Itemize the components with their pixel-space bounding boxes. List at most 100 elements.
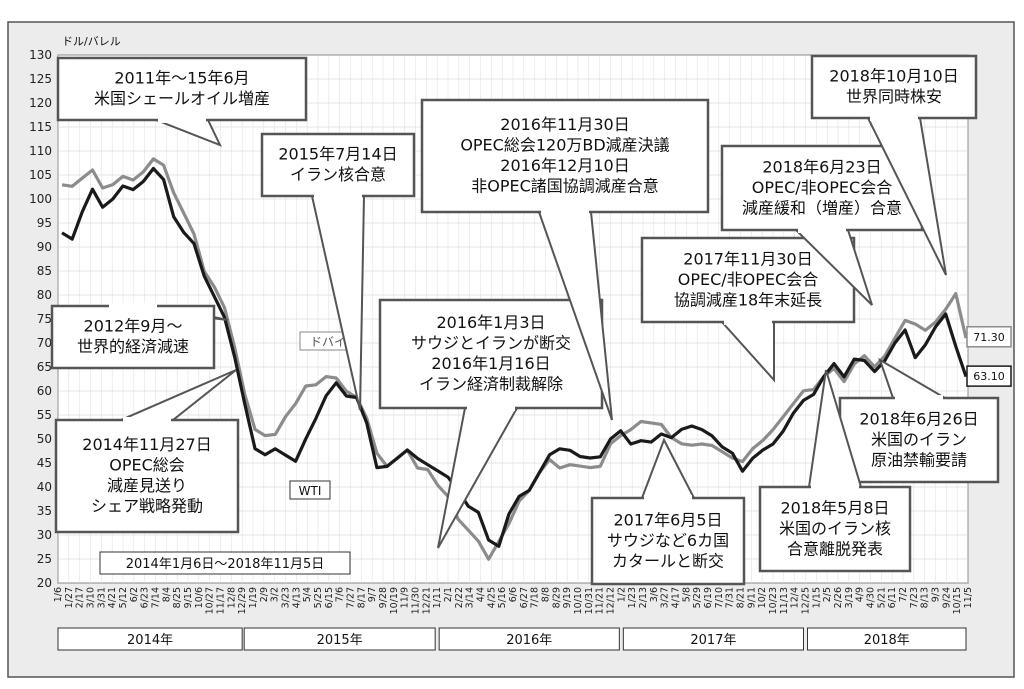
end-label-box: [966, 326, 1012, 348]
callout-text: 2018年5月8日: [780, 498, 889, 517]
x-tick-label: 8/29: [551, 587, 562, 608]
y-tick-label: 45: [37, 456, 52, 470]
callout-joint: [467, 405, 515, 411]
callout-box: [420, 98, 710, 214]
x-tick-label: 1/2: [616, 587, 627, 602]
callout-joint: [541, 209, 589, 215]
x-tick-label: 4/13: [291, 587, 302, 608]
callout-text: 2017年6月5日: [613, 510, 722, 529]
x-tick-label: 2/17: [75, 587, 86, 608]
x-tick-label: 5/25: [313, 587, 324, 608]
y-tick-label: 80: [37, 288, 52, 302]
x-tick-label: 6/6: [508, 587, 519, 602]
callout-text: 2015年7月14日: [278, 145, 397, 164]
x-tick-label: 4/17: [671, 587, 682, 608]
y-tick-label: 110: [29, 144, 52, 158]
x-tick-label: 7/18: [530, 587, 541, 608]
callout-text: 2016年1月3日: [436, 313, 545, 332]
callout-text: 2018年6月26日: [859, 409, 978, 428]
x-tick-label: 2/22: [454, 587, 465, 608]
y-tick-label: 60: [37, 384, 52, 398]
x-tick-label: 6/2: [129, 587, 140, 602]
callout-joint: [870, 115, 918, 121]
x-tick-label: 8/8: [541, 587, 552, 602]
callout-text: 2014年11月27日: [82, 435, 211, 454]
y-tick-label: 35: [37, 504, 52, 518]
x-tick-label: 10/10: [573, 587, 584, 614]
x-tick-label: 11/21: [595, 587, 606, 614]
callout-text: 原油禁輸要請: [871, 450, 967, 469]
x-tick-label: 8/25: [172, 587, 183, 608]
callout-text: 非OPEC諸国協調減産合意: [471, 177, 659, 196]
x-tick-label: 9/7: [367, 587, 378, 602]
series-line-dubai: [61, 157, 968, 561]
x-tick-label: 4/21: [107, 587, 118, 608]
x-tick-label: 2/13: [638, 587, 649, 608]
legend-wti-label: WTI: [299, 484, 322, 498]
x-tick-label: 4/30: [866, 587, 877, 608]
y-tick-label: 100: [29, 192, 52, 206]
x-tick-label: 2/1: [443, 587, 454, 602]
x-tick-label: 1/27: [64, 587, 75, 608]
x-tick-label: 8/21: [736, 587, 747, 608]
y-tick-label: 20: [37, 576, 52, 590]
x-tick-label: 8/17: [356, 587, 367, 608]
y-tick-label: 55: [37, 408, 52, 422]
x-tick-label: 10/15: [952, 587, 963, 614]
x-tick-label: 3/27: [660, 587, 671, 608]
x-tick-label: 5/8: [681, 587, 692, 602]
x-tick-label: 11/17: [216, 587, 227, 614]
x-tick-label: 2/5: [822, 587, 833, 602]
x-tick-label: 1/23: [627, 587, 638, 608]
callout-box: [838, 396, 1000, 484]
callout-joint: [798, 227, 846, 233]
x-tick-label: 12/21: [421, 587, 432, 614]
x-tick-label: 9/11: [746, 587, 757, 608]
y-tick-label: 85: [37, 264, 52, 278]
x-tick-label: 5/21: [876, 587, 887, 608]
legend-dubai-label: ドバイ: [310, 335, 346, 349]
y-tick-label: 70: [37, 336, 52, 350]
y-tick-label: 115: [29, 120, 52, 134]
callout-text: 2016年11月30日: [500, 115, 629, 134]
series-line-wti: [61, 166, 968, 548]
x-tick-label: 2/9: [259, 587, 270, 602]
x-tick-label: 8/13: [920, 587, 931, 608]
x-tick-label: 1/19: [248, 587, 259, 608]
period-label: 2014年1月6日～2018年11月5日: [126, 557, 325, 572]
callout-joint: [109, 303, 157, 309]
x-tick-label: 11/13: [779, 587, 790, 614]
callout-text: OPEC/非OPEC会合: [752, 178, 892, 197]
x-tick-label: 4/9: [855, 587, 866, 602]
x-tick-label: 6/11: [887, 587, 898, 608]
year-box: [57, 627, 243, 651]
x-tick-label: 11/9: [400, 587, 411, 608]
period-box: [99, 551, 351, 575]
y-tick-label: 90: [37, 240, 52, 254]
x-tick-label: 8/4: [161, 587, 172, 602]
x-tick-label: 1/11: [432, 587, 443, 608]
x-tick-label: 12/25: [801, 587, 812, 614]
callout-joint: [644, 495, 692, 501]
x-tick-label: 6/23: [140, 587, 151, 608]
x-tick-label: 5/16: [497, 587, 508, 608]
x-tick-label: 7/10: [714, 587, 725, 608]
x-tick-label: 7/14: [151, 587, 162, 608]
y-tick-label: 65: [37, 360, 52, 374]
y-tick-label: 50: [37, 432, 52, 446]
y-tick-label: 30: [37, 528, 52, 542]
callout-text: 2016年1月16日: [431, 354, 550, 373]
callout-text: 2011年～15年6月: [114, 69, 249, 88]
y-tick-label: 130: [29, 48, 52, 62]
year-box: [807, 627, 967, 651]
x-tick-label: 4/4: [476, 587, 487, 602]
callout-text: 合意離脱発表: [787, 539, 883, 558]
callout-joint: [811, 484, 859, 490]
y-tick-label: 105: [29, 168, 52, 182]
callout-joint: [895, 395, 943, 401]
callout-box: [590, 496, 746, 586]
x-tick-label: 5/4: [302, 587, 313, 602]
callout-text: 世界的経済減速: [77, 337, 189, 356]
x-tick-label: 9/3: [931, 587, 942, 602]
year-box: [438, 627, 620, 651]
